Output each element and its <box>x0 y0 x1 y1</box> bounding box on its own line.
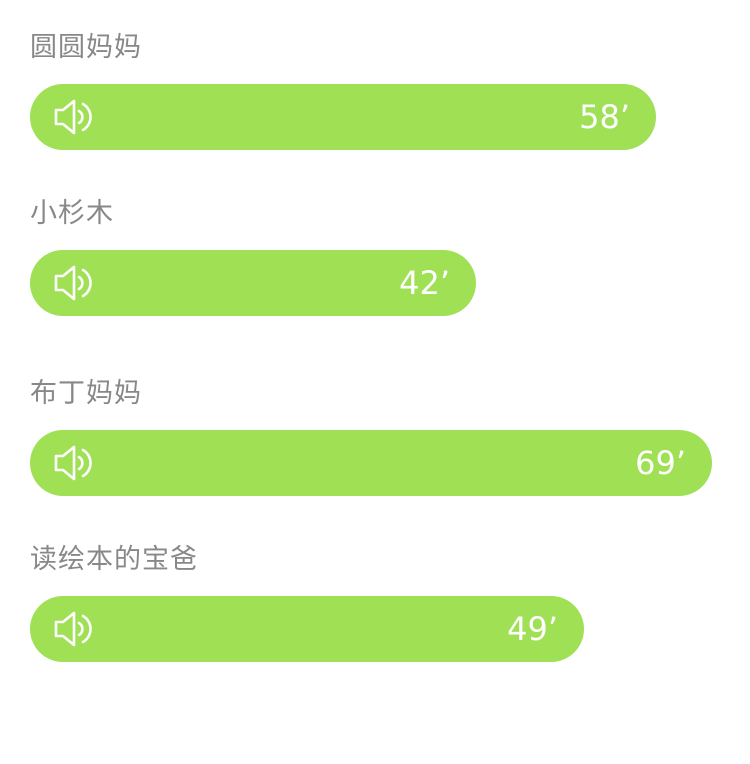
voice-duration: 42’ <box>399 264 450 302</box>
speaker-icon <box>54 99 92 135</box>
voice-bubble[interactable]: 58’ <box>30 84 656 150</box>
speaker-icon <box>54 265 92 301</box>
speaker-icon <box>54 445 92 481</box>
voice-duration: 58’ <box>579 98 630 136</box>
voice-bubble[interactable]: 42’ <box>30 250 476 316</box>
sender-name: 小杉木 <box>30 198 114 229</box>
voice-bubble[interactable]: 69’ <box>30 430 712 496</box>
voice-duration: 69’ <box>635 444 686 482</box>
sender-name: 圆圆妈妈 <box>30 32 142 63</box>
speaker-icon <box>54 611 92 647</box>
sender-name: 布丁妈妈 <box>30 378 142 409</box>
voice-bubble[interactable]: 49’ <box>30 596 584 662</box>
voice-duration: 49’ <box>507 610 558 648</box>
sender-name: 读绘本的宝爸 <box>30 544 198 575</box>
